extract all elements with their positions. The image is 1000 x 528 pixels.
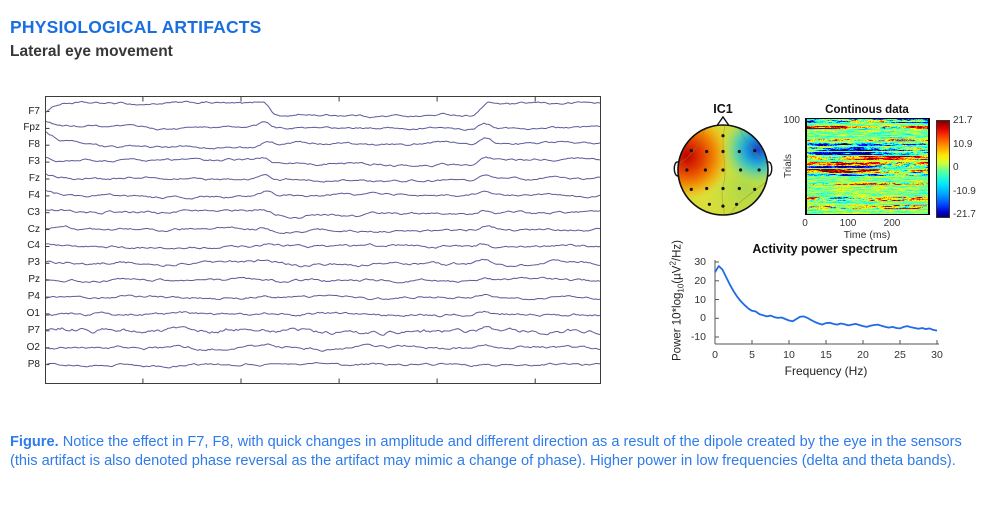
- eeg-trace-F3: [45, 156, 601, 168]
- eeg-channel-label: P8: [27, 359, 40, 370]
- colorbar-tick: -21.7: [953, 209, 976, 220]
- eeg-channel-label: F7: [28, 106, 40, 117]
- topomap-title: IC1: [713, 102, 733, 116]
- eeg-trace-Pz: [45, 276, 601, 284]
- eeg-channel-label: P7: [27, 325, 40, 336]
- spectrum-line: [714, 265, 938, 332]
- eeg-channel-label: Cz: [27, 224, 40, 235]
- heatmap-xtick: 200: [883, 218, 901, 229]
- power-spectrum-plot: [714, 260, 939, 345]
- figure-caption-text: Notice the effect in F7, F8, with quick …: [10, 434, 962, 470]
- eeg-trace-P8: [45, 361, 601, 369]
- spectrum-xtick: 0: [712, 349, 718, 361]
- eeg-channel-label: C4: [27, 240, 40, 251]
- left-ear-outline: [673, 161, 679, 177]
- eeg-trace-C4: [45, 243, 601, 250]
- figure-caption: Figure. Notice the effect in F7, F8, wit…: [10, 433, 978, 471]
- right-ear-outline: [767, 161, 773, 177]
- heatmap-ytick: 100: [783, 115, 800, 126]
- eeg-channel-label: F3: [28, 156, 40, 167]
- eeg-trace-P4: [45, 293, 601, 301]
- eeg-trace-P3: [45, 258, 601, 268]
- nose-outline: [715, 115, 731, 128]
- eeg-channel-label: Fpz: [23, 122, 40, 133]
- spectrum-title: Activity power spectrum: [752, 242, 898, 256]
- spectrum-xlabel: Frequency (Hz): [784, 364, 868, 378]
- eeg-trace-Cz: [45, 225, 601, 235]
- colorbar: [936, 120, 950, 218]
- eeg-channel-label: O1: [26, 308, 40, 319]
- eeg-trace-P7: [45, 325, 601, 336]
- spectrum-ytick: 30: [694, 256, 706, 268]
- spectrum-ytick: 20: [694, 275, 706, 287]
- eeg-trace-C3: [45, 208, 601, 219]
- eeg-trace-F4: [45, 189, 601, 200]
- electrode-dots: [685, 134, 761, 208]
- eeg-trace-Fz: [45, 173, 601, 183]
- head-outline: [677, 124, 769, 216]
- spectrum-xtick: 30: [931, 349, 943, 361]
- heatmap-xtick: 0: [802, 218, 808, 229]
- heatmap-title: Continous data: [825, 104, 909, 116]
- eeg-channel-label: P4: [27, 291, 40, 302]
- eeg-trace-Fpz: [45, 120, 601, 131]
- heatmap-xlabel: Time (ms): [843, 229, 891, 241]
- eeg-channel-label: C3: [27, 207, 40, 218]
- ic1-topomap: [673, 115, 773, 216]
- spectrum-ytick: -10: [690, 331, 706, 343]
- colorbar-tick: 21.7: [953, 115, 973, 126]
- eeg-channel-label: Fz: [28, 173, 40, 184]
- spectrum-xtick: 10: [783, 349, 795, 361]
- page-title: PHYSIOLOGICAL ARTIFACTS: [10, 17, 262, 37]
- colorbar-tick: 10.9: [953, 139, 973, 150]
- spectrum-xtick: 15: [820, 349, 832, 361]
- eeg-channel-label: F8: [28, 139, 40, 150]
- heatmap-ylabel: Trials: [783, 153, 794, 179]
- colorbar-tick: 0: [953, 162, 959, 173]
- continuous-data-heatmap: [805, 118, 930, 215]
- eeg-trace-O2: [45, 343, 601, 352]
- page-subtitle: Lateral eye movement: [10, 43, 173, 60]
- eeg-trace-F8: [45, 131, 601, 150]
- spectrum-ytick: 0: [700, 312, 706, 324]
- colorbar-tick: -10.9: [953, 186, 976, 197]
- figure-caption-label: Figure.: [10, 434, 59, 450]
- eeg-channel-label: O2: [26, 342, 40, 353]
- spectrum-xtick: 20: [857, 349, 869, 361]
- spectrum-xtick: 5: [749, 349, 755, 361]
- eeg-trace-O1: [45, 310, 601, 318]
- eeg-plot: [45, 96, 601, 384]
- eeg-channel-label: Pz: [28, 274, 40, 285]
- spectrum-ytick: 10: [694, 294, 706, 306]
- heatmap-xtick: 100: [839, 218, 857, 229]
- eeg-channel-label: F4: [28, 190, 40, 201]
- eeg-trace-F7: [45, 100, 601, 119]
- eeg-channel-label: P3: [27, 257, 40, 268]
- spectrum-xtick: 25: [894, 349, 906, 361]
